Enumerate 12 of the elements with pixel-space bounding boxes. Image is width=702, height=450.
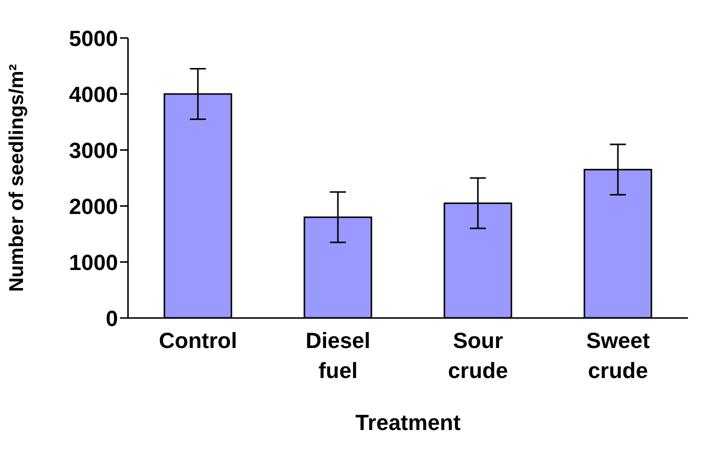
- y-tick-label: 1000: [69, 250, 118, 275]
- x-tick-label: Control: [158, 328, 238, 353]
- y-axis-title: Number of seedlings/m²: [6, 64, 28, 292]
- x-tick-label: Sour crude: [448, 328, 508, 383]
- y-tick-label: 0: [106, 306, 118, 331]
- x-tick-label: Diesel fuel: [306, 328, 370, 383]
- x-tick-label: Sweet crude: [586, 328, 650, 383]
- x-axis-title: Treatment: [355, 410, 462, 435]
- y-tick-label: 2000: [69, 194, 118, 219]
- y-tick-label: 3000: [69, 138, 118, 163]
- y-tick-label: 5000: [69, 26, 118, 51]
- y-tick-label: 4000: [69, 82, 118, 107]
